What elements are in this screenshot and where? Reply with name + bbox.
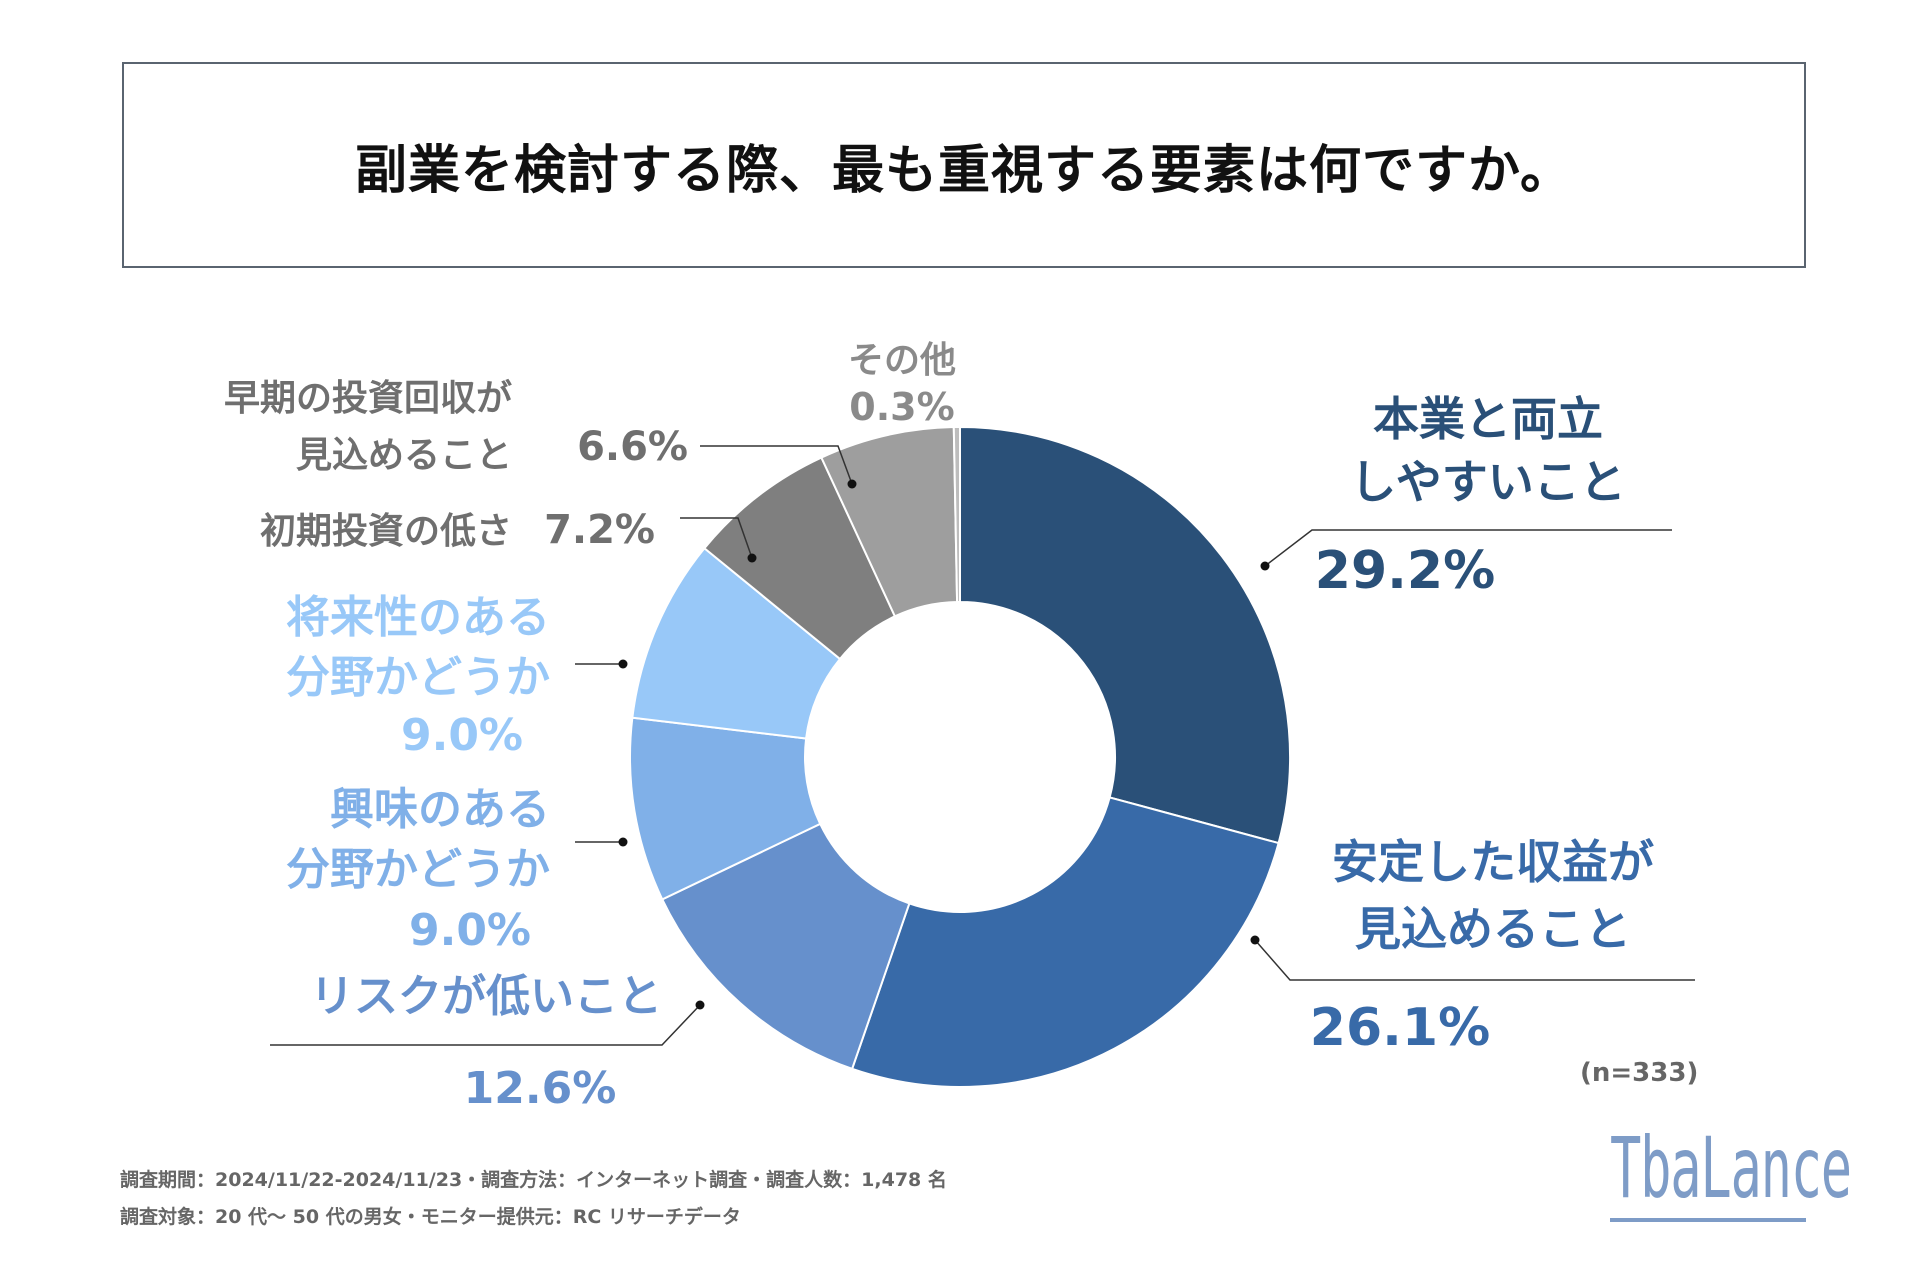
brand-logo-text: TbaLance [1610,1119,1852,1217]
leader-line-3 [270,1004,701,1046]
slice-label-7-line-1: 早期の投資回収が [224,378,512,419]
leader-dot-4 [618,837,628,847]
slice-value-4: 9.0% [409,905,531,956]
leader-dot-3 [695,1000,705,1010]
slice-label-group-6: 初期投資の低さ 7.2% [260,507,757,563]
leader-dot-5 [618,659,628,669]
slice-value-2: 26.1% [1310,998,1490,1058]
slice-label-2-line-1: 安定した収益が [1332,835,1654,889]
survey-period-footnote: 調査期間：2024/11/22-2024/11/23・調査方法：インターネット調… [120,1169,947,1191]
slice-value-1: 29.2% [1315,541,1495,601]
leader-line-6 [680,517,753,559]
donut-slice-3 [660,822,911,1071]
leader-line-7 [700,445,853,485]
donut-slice-1 [959,425,1291,845]
leader-line-2 [1254,939,1695,981]
slice-label-7-line-2: 見込めること [296,435,512,476]
title-box: 副業を検討する際、最も重視する要素は何ですか。 [122,62,1806,268]
brand-logo-underline [1610,1218,1806,1222]
leader-dot-1 [1260,561,1270,571]
sample-size-note: (n=333) [1580,1058,1699,1088]
donut-slice-8 [952,425,961,604]
slice-label-8-line-1: その他 [848,340,956,381]
slice-value-8: 0.3% [849,385,954,429]
slice-label-group-3: リスクが低いこと 12.6% [270,971,705,1114]
leader-dot-2 [1250,935,1260,945]
slice-value-5: 9.0% [401,710,523,761]
survey-target-footnote: 調査対象：20 代～ 50 代の男女・モニター提供元：RC リサーチデータ [120,1206,741,1228]
leader-dot-7 [847,479,857,489]
slice-value-7: 6.6% [577,424,688,470]
slice-label-1-line-1: 本業と両立 [1373,392,1603,446]
slice-label-6-line-1: 初期投資の低さ [260,511,512,552]
leader-dot-6 [747,553,757,563]
slice-label-4-line-2: 分野かどうか [286,844,550,895]
slice-label-5-line-2: 分野かどうか [286,652,550,703]
leader-line-1 [1264,529,1672,567]
slice-value-6: 7.2% [544,507,655,553]
slice-label-1-line-2: しやすいこと [1350,455,1626,509]
slice-label-4-line-1: 興味のある [330,784,550,835]
brand-logo: TbaLance [1610,1118,1852,1228]
donut-slice-2 [850,796,1280,1088]
slice-label-2-line-2: 見込めること [1355,902,1631,956]
slice-label-3-line-1: リスクが低いこと [310,971,662,1022]
slice-value-3: 12.6% [464,1063,617,1114]
chart-title: 副業を検討する際、最も重視する要素は何ですか。 [355,140,1573,201]
slice-label-5-line-1: 将来性のある [286,592,550,643]
